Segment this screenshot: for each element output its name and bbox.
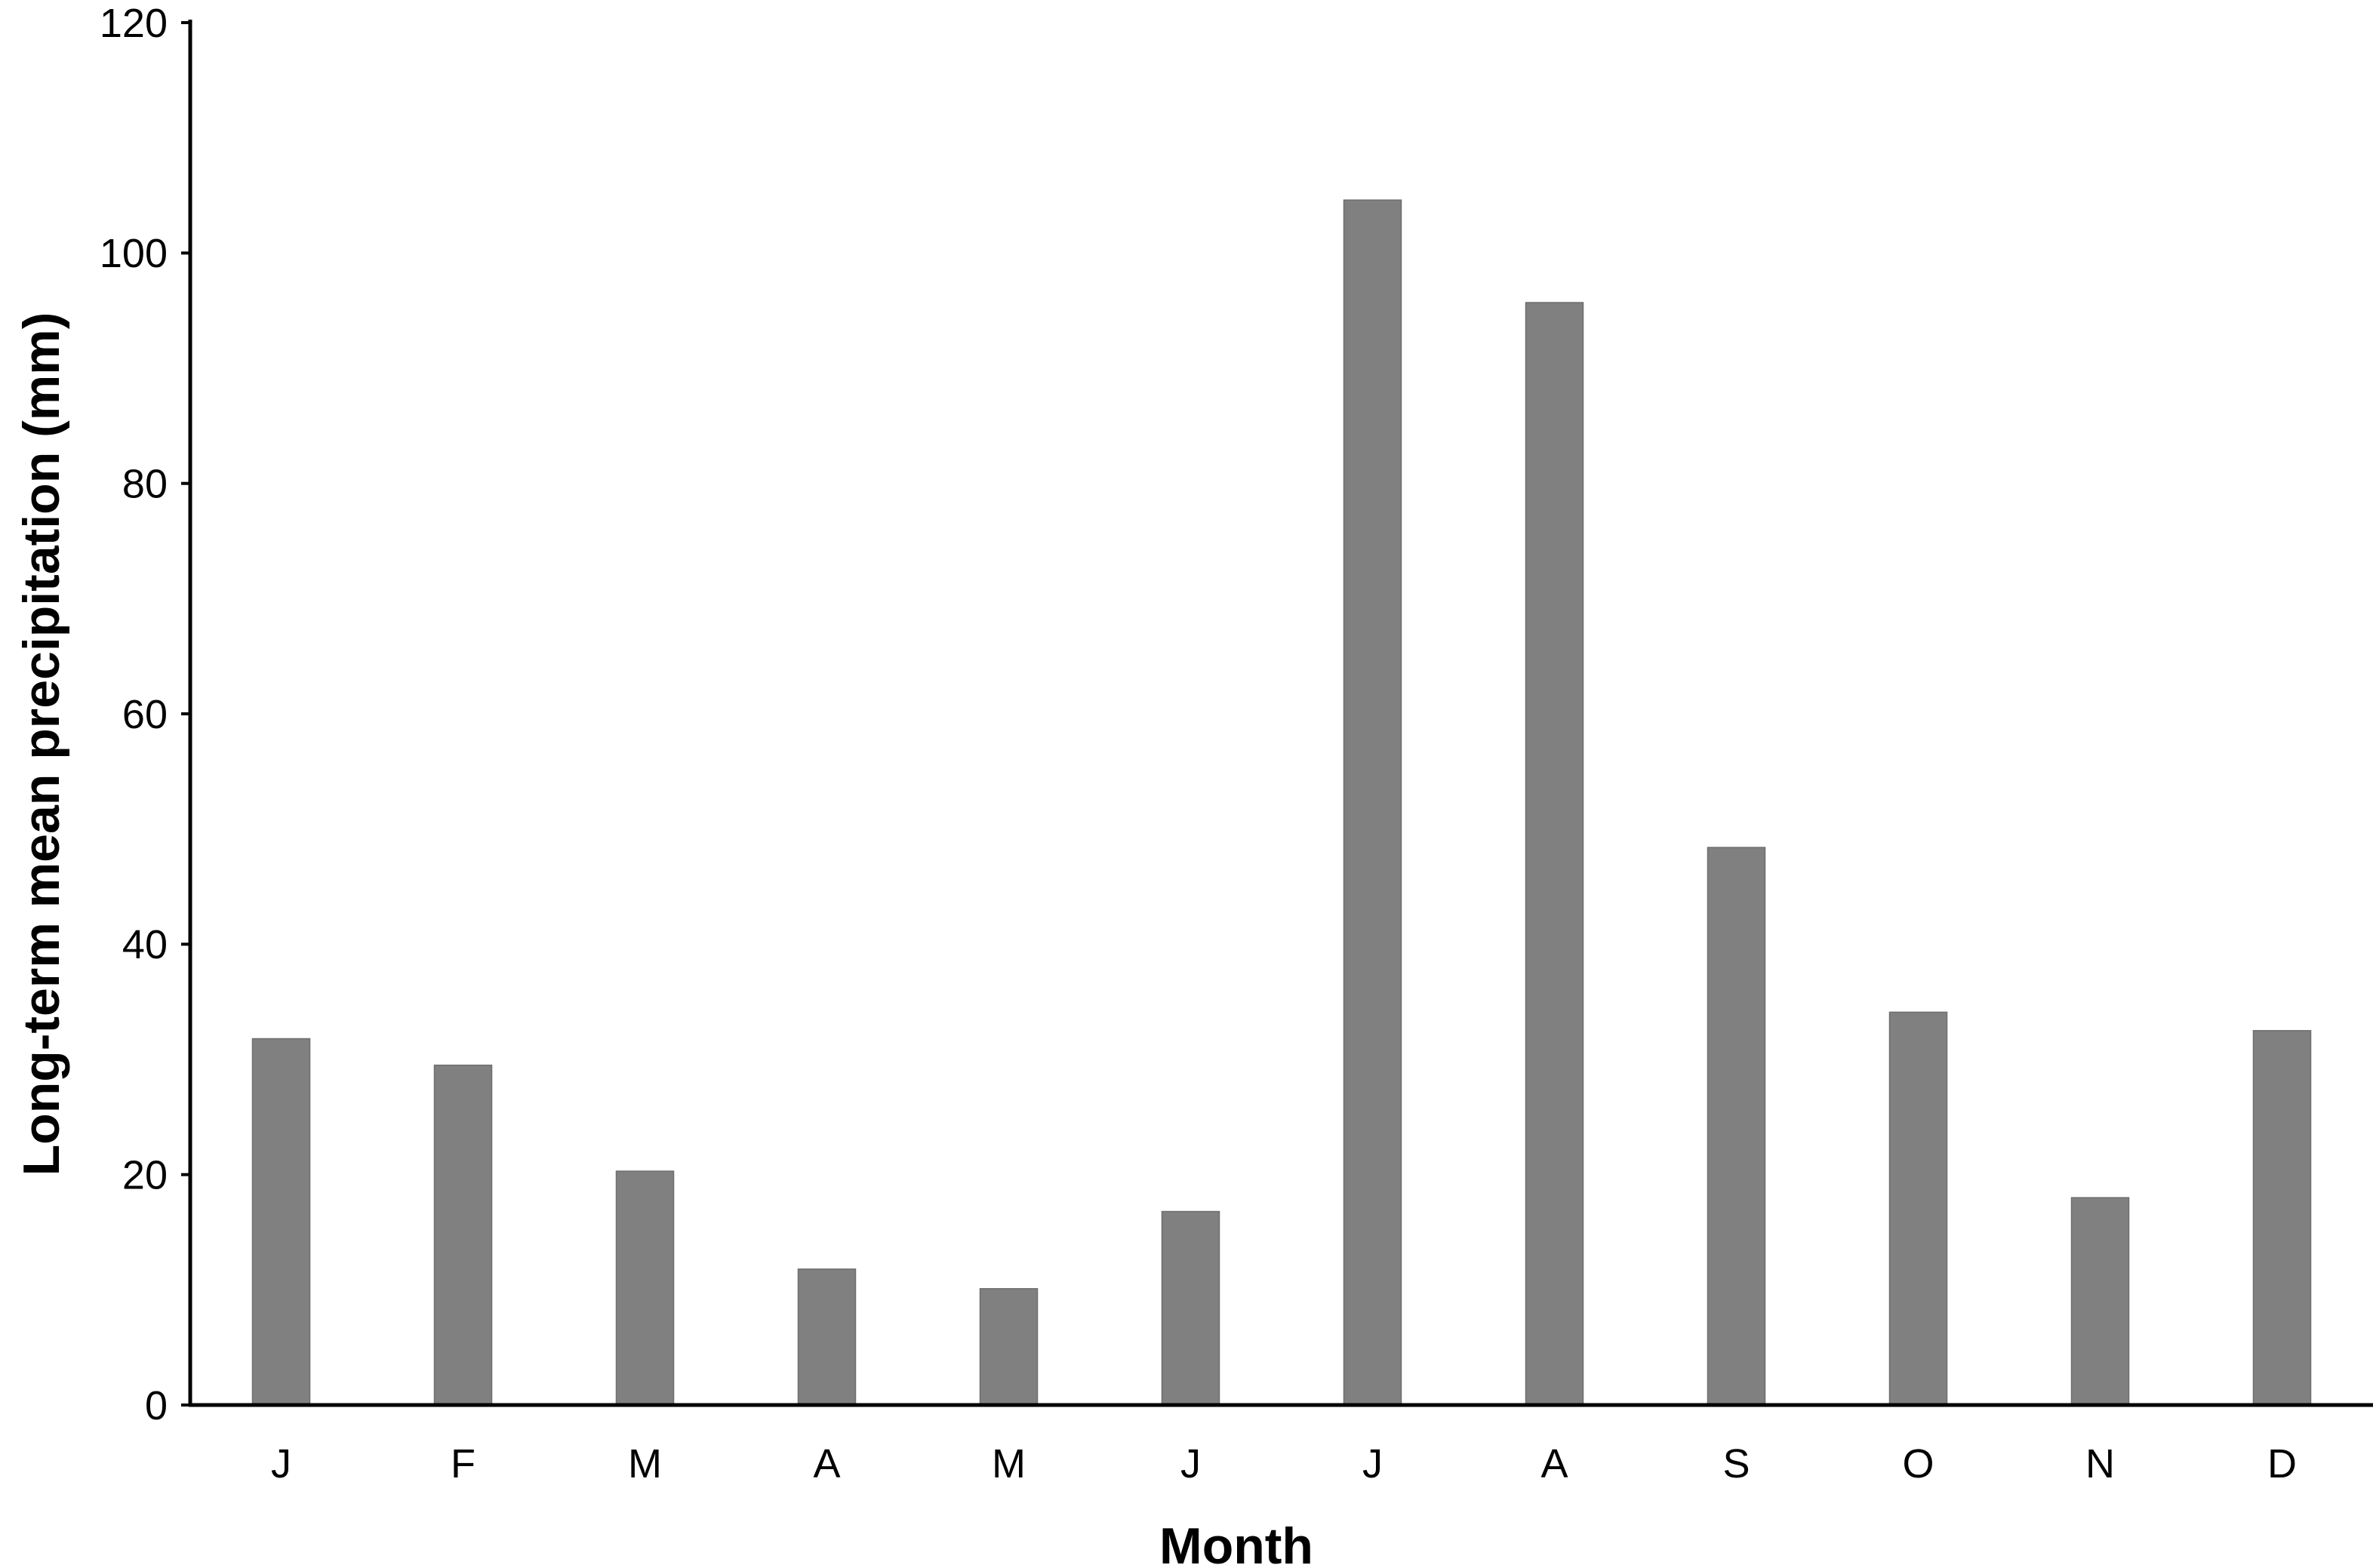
bar-6	[1161, 1210, 1220, 1406]
x-tick-label: N	[2085, 1441, 2115, 1487]
bars-group	[251, 199, 2312, 1406]
bar-1	[251, 1038, 311, 1406]
y-tick-label: 40	[122, 922, 168, 967]
y-tick-label: 0	[145, 1383, 168, 1428]
bar-5	[979, 1288, 1039, 1406]
x-tick-label: M	[992, 1441, 1026, 1487]
x-tick-label: S	[1722, 1441, 1750, 1487]
y-axis-title: Long-term mean precipitation (mm)	[13, 312, 70, 1176]
y-tick-label: 100	[100, 231, 168, 276]
bar-9	[1707, 847, 1766, 1406]
y-tick-label: 60	[122, 692, 168, 737]
x-tick-label: F	[451, 1441, 476, 1487]
x-axis-title: Month	[1159, 1517, 1313, 1568]
x-tick-label: D	[2267, 1441, 2297, 1487]
bar-11	[2070, 1197, 2130, 1406]
bar-8	[1525, 302, 1584, 1406]
bar-4	[797, 1268, 857, 1406]
bar-3	[615, 1170, 675, 1406]
y-tick-label: 80	[122, 462, 168, 507]
bar-12	[2252, 1030, 2312, 1406]
bar-7	[1343, 199, 1402, 1406]
x-tick-label: J	[1362, 1441, 1383, 1487]
y-axis-ticks: 0 20 40 60 80 100 120	[100, 1, 190, 1428]
x-tick-label: J	[271, 1441, 291, 1487]
y-tick-label: 20	[122, 1153, 168, 1198]
x-tick-label: A	[1540, 1441, 1568, 1487]
x-tick-label: A	[813, 1441, 840, 1487]
bar-10	[1888, 1011, 1948, 1406]
y-tick-label: 120	[100, 1, 168, 46]
x-tick-label: J	[1180, 1441, 1201, 1487]
bar-2	[433, 1064, 493, 1406]
x-tick-label: O	[1902, 1441, 1934, 1487]
x-tick-label: M	[628, 1441, 662, 1487]
